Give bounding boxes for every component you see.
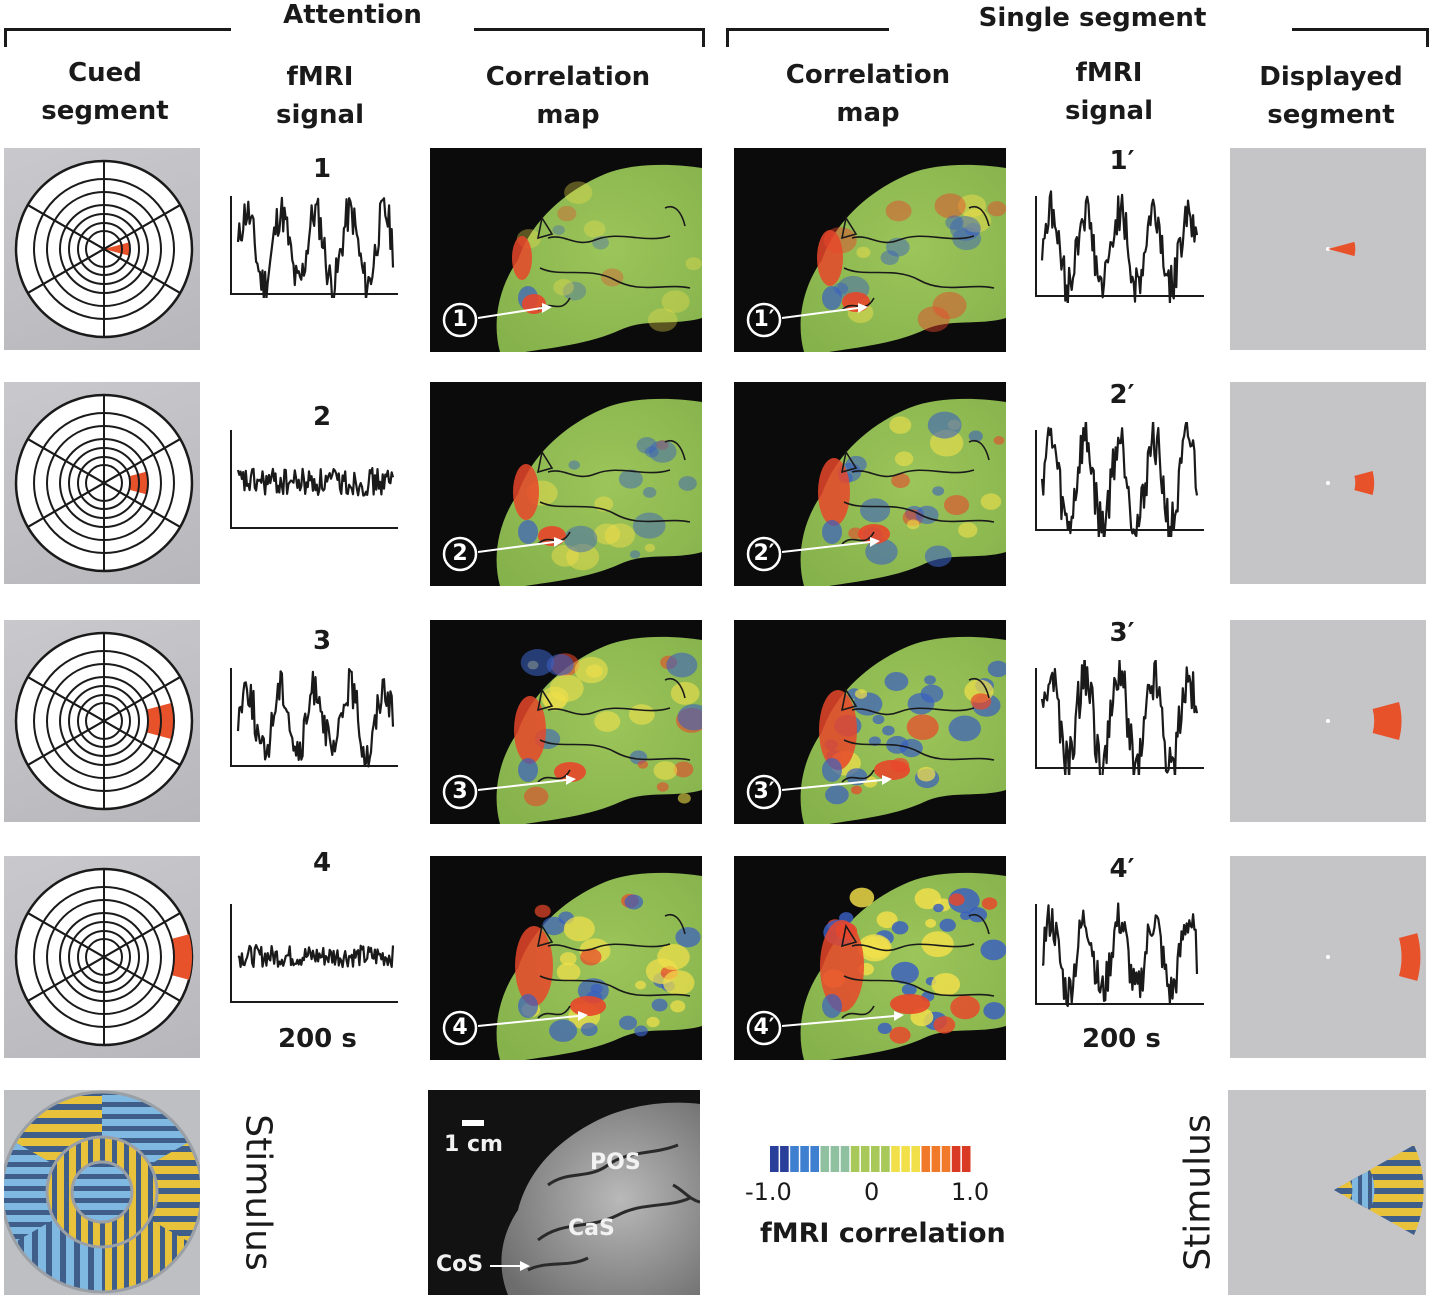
signal-label-left: 1 — [312, 154, 332, 184]
colorbar-min-label: -1.0 — [745, 1178, 792, 1206]
fmri-signal-right — [1032, 653, 1207, 791]
stimulus-right-label: Stimulus — [1177, 1114, 1219, 1271]
polar-grid-icon — [14, 393, 194, 573]
stimulus-left-label: Stimulus — [237, 1114, 279, 1271]
correlation-map-right: 2′ — [734, 382, 1006, 586]
time-scale-left: 200 s — [278, 1024, 357, 1054]
map-marker-right: 1′ — [753, 307, 775, 332]
correlation-map-right: 4′ — [734, 856, 1006, 1060]
cued-segment-panel — [4, 620, 200, 822]
displayed-segment-wedge — [1326, 933, 1421, 981]
fmri-signal-right — [1032, 418, 1207, 545]
map-marker-right: 2′ — [753, 541, 775, 566]
displayed-segment-panel — [1230, 620, 1426, 822]
signal-label-right: 4′ — [1109, 854, 1135, 884]
stimulus-right-wedge — [1334, 1145, 1424, 1235]
header-displayed-segment: Displayed segment — [1259, 62, 1403, 130]
cued-segment-panel — [4, 856, 200, 1058]
map-marker-left: 4 — [452, 1015, 468, 1040]
single-segment-bracket-left — [726, 28, 889, 47]
polar-grid-icon — [14, 631, 194, 811]
correlation-map-image — [746, 398, 1006, 586]
header-correlation-map-left: Correlation map — [485, 62, 651, 130]
correlation-map-right: 3′ — [734, 620, 1006, 824]
displayed-segment-panel — [1230, 382, 1426, 584]
anatomy-cos-label: CoS — [436, 1252, 484, 1277]
displayed-segment-wedge — [1326, 471, 1375, 495]
colorbar-mid-label: 0 — [864, 1178, 880, 1206]
correlation-map-image — [442, 872, 702, 1060]
attention-group-title: Attention — [283, 0, 422, 30]
correlation-map-left: 2 — [430, 382, 702, 586]
anatomy-image: 1 cm POS CaS CoS — [428, 1090, 700, 1295]
displayed-segment-wedge — [1326, 701, 1402, 741]
correlation-map-image — [746, 164, 1006, 352]
correlation-map-image — [746, 872, 1006, 1060]
stimulus-left-pattern — [4, 1090, 200, 1294]
map-marker-left: 2 — [452, 541, 468, 566]
correlation-map-image — [442, 164, 702, 352]
anatomy-brain-shape — [462, 1102, 700, 1295]
map-marker-left: 3 — [452, 779, 468, 804]
signal-label-right: 3′ — [1109, 618, 1135, 648]
anatomy-pos-label: POS — [590, 1150, 641, 1175]
fmri-signal-left — [228, 422, 403, 532]
signal-label-right: 1′ — [1109, 146, 1135, 176]
header-correlation-map-right: Correlation map — [785, 60, 951, 128]
cued-segment-panel — [4, 148, 200, 350]
signal-label-left: 3 — [312, 626, 332, 656]
anatomy-scale-label: 1 cm — [444, 1132, 503, 1157]
correlation-map-left: 3 — [430, 620, 702, 824]
fmri-signal-right — [1032, 188, 1207, 307]
anatomy-cos-arrow — [490, 1261, 530, 1271]
correlation-map-right: 1′ — [734, 148, 1006, 352]
displayed-segment-panel — [1230, 856, 1426, 1058]
fmri-signal-right — [1032, 896, 1207, 1011]
cued-segment-panel — [4, 382, 200, 584]
signal-label-left: 2 — [312, 402, 332, 432]
fmri-signal-left — [228, 660, 403, 770]
correlation-map-image — [442, 398, 702, 586]
correlation-map-image — [746, 636, 1006, 824]
header-cued-segment: Cued segment — [41, 58, 169, 126]
fmri-signal-left — [228, 188, 403, 304]
displayed-segment-panel — [1230, 148, 1426, 350]
header-fmri-signal-right: fMRI signal — [1065, 58, 1153, 126]
anatomy-cas-label: CaS — [568, 1216, 615, 1241]
stimulus-left-panel — [4, 1090, 200, 1295]
header-fmri-signal-left: fMRI signal — [276, 62, 364, 130]
fmri-signal-left — [228, 896, 403, 1006]
correlation-map-left: 4 — [430, 856, 702, 1060]
polar-grid-icon — [14, 867, 194, 1047]
polar-grid-icon — [14, 159, 194, 339]
colorbar-max-label: 1.0 — [951, 1178, 990, 1206]
single-segment-group-title: Single segment — [978, 3, 1207, 33]
single-segment-bracket-right — [1292, 28, 1429, 47]
colorbar-gradient — [770, 1146, 971, 1172]
attention-bracket-left — [4, 28, 231, 47]
colorbar-title: fMRI correlation — [760, 1218, 1006, 1249]
correlation-map-left: 1 — [430, 148, 702, 352]
map-marker-right: 3′ — [753, 779, 775, 804]
correlation-map-image — [442, 636, 702, 824]
colorbar — [770, 1146, 972, 1172]
map-marker-left: 1 — [452, 307, 468, 332]
attention-bracket-right — [474, 28, 705, 47]
stimulus-right-panel — [1228, 1090, 1426, 1295]
displayed-segment-wedge — [1326, 241, 1356, 257]
signal-label-left: 4 — [312, 848, 332, 878]
signal-label-right: 2′ — [1109, 380, 1135, 410]
time-scale-right: 200 s — [1082, 1024, 1161, 1054]
map-marker-right: 4′ — [753, 1015, 775, 1040]
